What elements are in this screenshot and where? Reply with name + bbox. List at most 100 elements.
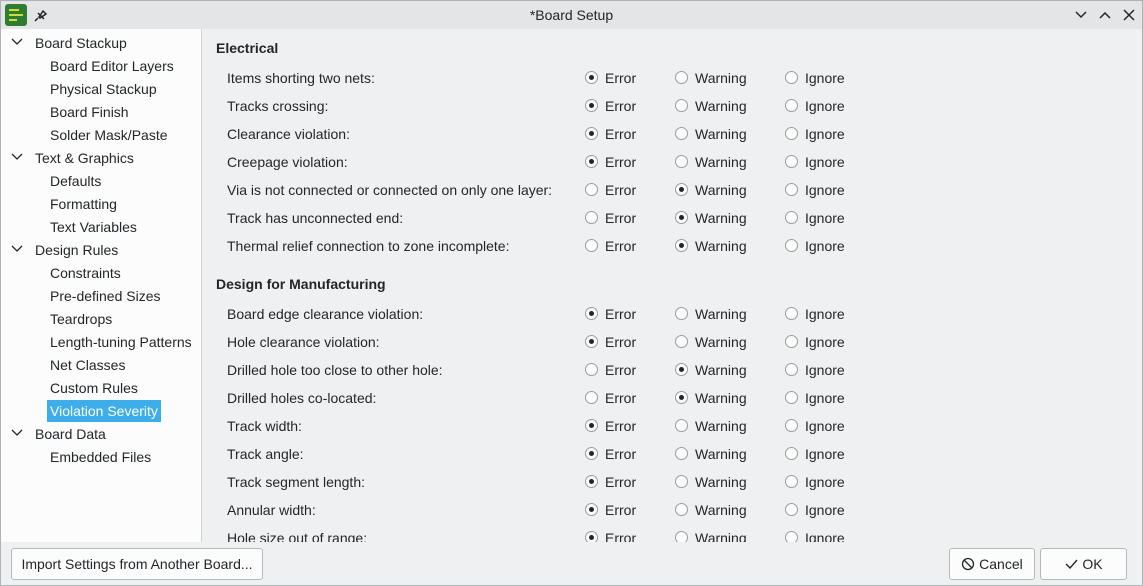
radio-button[interactable] bbox=[785, 363, 798, 376]
radio-button[interactable] bbox=[675, 363, 688, 376]
radio-button[interactable] bbox=[585, 127, 598, 140]
tree-item[interactable]: Pre-defined Sizes bbox=[50, 288, 161, 304]
radio-button[interactable] bbox=[785, 155, 798, 168]
radio-button[interactable] bbox=[675, 99, 688, 112]
expand-arrow[interactable] bbox=[10, 34, 24, 52]
radio-label[interactable]: Error bbox=[605, 306, 637, 322]
radio-label[interactable]: Error bbox=[605, 418, 637, 434]
radio-label[interactable]: Error bbox=[605, 98, 637, 114]
radio-label[interactable]: Warning bbox=[695, 98, 747, 114]
radio-label[interactable]: Error bbox=[605, 502, 637, 518]
radio-button[interactable] bbox=[585, 475, 598, 488]
radio-label[interactable]: Error bbox=[605, 334, 637, 350]
radio-label[interactable]: Warning bbox=[695, 182, 747, 198]
radio-button[interactable] bbox=[675, 447, 688, 460]
import-button[interactable]: Import Settings from Another Board... bbox=[11, 548, 263, 580]
radio-button[interactable] bbox=[675, 335, 688, 348]
radio-label[interactable]: Ignore bbox=[805, 210, 845, 226]
radio-label[interactable]: Error bbox=[605, 362, 637, 378]
tree-group[interactable]: Design Rules bbox=[35, 242, 119, 258]
radio-button[interactable] bbox=[675, 531, 688, 542]
radio-label[interactable]: Warning bbox=[695, 126, 747, 142]
radio-button[interactable] bbox=[675, 239, 688, 252]
tree-item[interactable]: Embedded Files bbox=[50, 449, 152, 465]
radio-label[interactable]: Ignore bbox=[805, 70, 845, 86]
radio-label[interactable]: Ignore bbox=[805, 238, 845, 254]
radio-button[interactable] bbox=[785, 239, 798, 252]
radio-label[interactable]: Ignore bbox=[805, 306, 845, 322]
radio-label[interactable]: Ignore bbox=[805, 418, 845, 434]
radio-button[interactable] bbox=[585, 99, 598, 112]
radio-button[interactable] bbox=[785, 211, 798, 224]
radio-button[interactable] bbox=[785, 419, 798, 432]
ok-button[interactable]: OK bbox=[1040, 548, 1127, 580]
radio-button[interactable] bbox=[675, 183, 688, 196]
tree-item[interactable]: Violation Severity bbox=[47, 400, 161, 422]
radio-button[interactable] bbox=[785, 335, 798, 348]
radio-label[interactable]: Ignore bbox=[805, 502, 845, 518]
radio-button[interactable] bbox=[675, 211, 688, 224]
radio-label[interactable]: Warning bbox=[695, 306, 747, 322]
radio-label[interactable]: Error bbox=[605, 390, 637, 406]
tree-item[interactable]: Net Classes bbox=[50, 357, 126, 373]
radio-button[interactable] bbox=[585, 447, 598, 460]
radio-label[interactable]: Error bbox=[605, 446, 637, 462]
radio-label[interactable]: Error bbox=[605, 474, 637, 490]
pin-button[interactable] bbox=[34, 8, 48, 22]
radio-button[interactable] bbox=[785, 183, 798, 196]
close-button[interactable] bbox=[1122, 8, 1136, 22]
radio-label[interactable]: Warning bbox=[695, 418, 747, 434]
radio-button[interactable] bbox=[785, 71, 798, 84]
tree-item[interactable]: Board Finish bbox=[50, 104, 129, 120]
tree-item[interactable]: Length-tuning Patterns bbox=[50, 334, 192, 350]
tree-group[interactable]: Text & Graphics bbox=[35, 150, 134, 166]
tree-item[interactable]: Custom Rules bbox=[50, 380, 138, 396]
radio-button[interactable] bbox=[585, 531, 598, 542]
radio-label[interactable]: Warning bbox=[695, 210, 747, 226]
tree-group[interactable]: Board Data bbox=[35, 426, 106, 442]
radio-button[interactable] bbox=[675, 391, 688, 404]
radio-button[interactable] bbox=[785, 475, 798, 488]
radio-label[interactable]: Ignore bbox=[805, 182, 845, 198]
radio-button[interactable] bbox=[585, 419, 598, 432]
radio-label[interactable]: Warning bbox=[695, 446, 747, 462]
tree-item[interactable]: Text Variables bbox=[50, 219, 137, 235]
radio-label[interactable]: Ignore bbox=[805, 362, 845, 378]
radio-label[interactable]: Ignore bbox=[805, 530, 845, 542]
radio-button[interactable] bbox=[785, 531, 798, 542]
tree-item[interactable]: Formatting bbox=[50, 196, 117, 212]
radio-label[interactable]: Warning bbox=[695, 334, 747, 350]
radio-label[interactable]: Error bbox=[605, 530, 637, 542]
radio-label[interactable]: Ignore bbox=[805, 446, 845, 462]
tree-item[interactable]: Board Editor Layers bbox=[50, 58, 174, 74]
tree-item[interactable]: Physical Stackup bbox=[50, 81, 157, 97]
tree-item[interactable]: Teardrops bbox=[50, 311, 113, 327]
radio-button[interactable] bbox=[785, 447, 798, 460]
radio-button[interactable] bbox=[785, 99, 798, 112]
radio-label[interactable]: Error bbox=[605, 210, 637, 226]
radio-button[interactable] bbox=[585, 183, 598, 196]
expand-arrow[interactable] bbox=[10, 425, 24, 443]
radio-button[interactable] bbox=[785, 127, 798, 140]
radio-button[interactable] bbox=[785, 503, 798, 516]
radio-label[interactable]: Warning bbox=[695, 474, 747, 490]
radio-button[interactable] bbox=[785, 307, 798, 320]
radio-button[interactable] bbox=[585, 307, 598, 320]
radio-label[interactable]: Ignore bbox=[805, 154, 845, 170]
radio-label[interactable]: Warning bbox=[695, 70, 747, 86]
radio-label[interactable]: Warning bbox=[695, 502, 747, 518]
radio-button[interactable] bbox=[585, 239, 598, 252]
radio-button[interactable] bbox=[585, 71, 598, 84]
maximize-button[interactable] bbox=[1098, 8, 1112, 22]
radio-button[interactable] bbox=[585, 391, 598, 404]
expand-arrow[interactable] bbox=[10, 149, 24, 167]
radio-label[interactable]: Error bbox=[605, 182, 637, 198]
radio-label[interactable]: Ignore bbox=[805, 474, 845, 490]
tree-item[interactable]: Solder Mask/Paste bbox=[50, 127, 168, 143]
minimize-button[interactable] bbox=[1074, 8, 1088, 22]
radio-label[interactable]: Ignore bbox=[805, 98, 845, 114]
radio-button[interactable] bbox=[675, 155, 688, 168]
radio-button[interactable] bbox=[675, 307, 688, 320]
radio-label[interactable]: Warning bbox=[695, 362, 747, 378]
radio-button[interactable] bbox=[785, 391, 798, 404]
